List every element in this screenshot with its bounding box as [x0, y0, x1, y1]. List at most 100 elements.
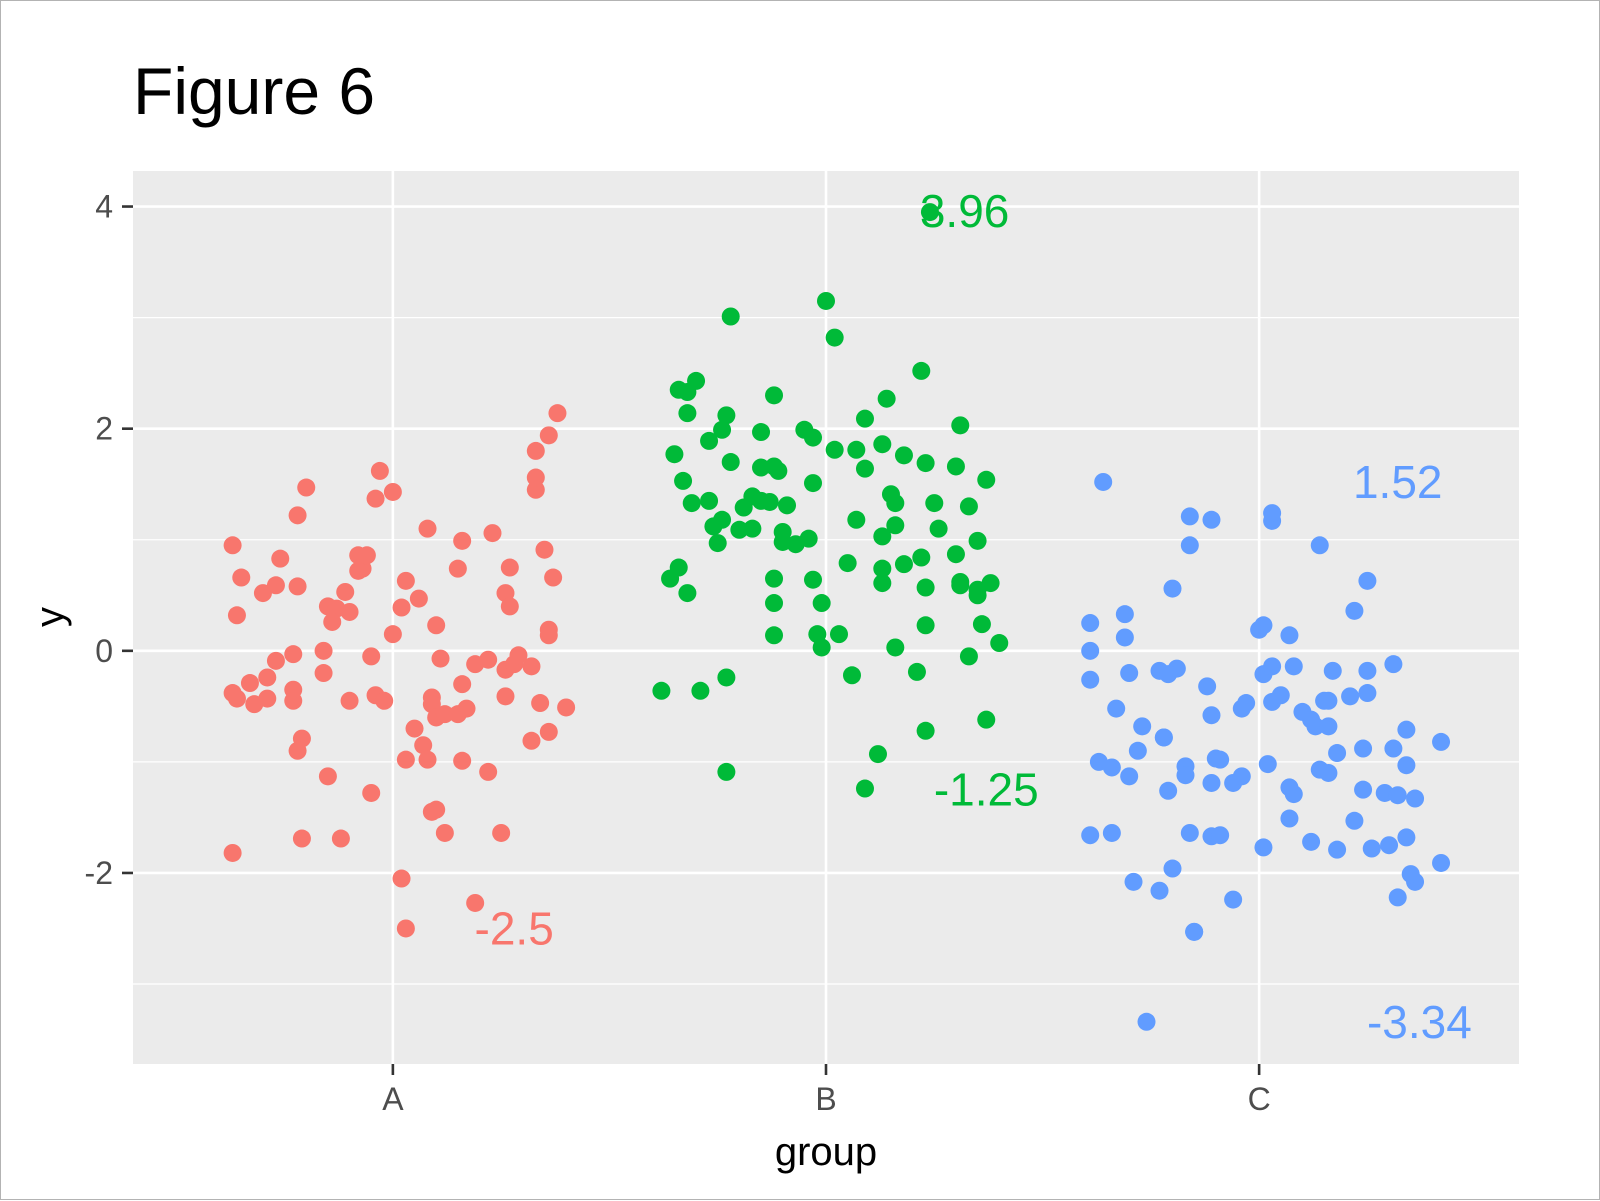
data-point: [331, 829, 350, 848]
chart-title: Figure 6: [133, 54, 375, 128]
data-point: [375, 691, 394, 710]
data-point: [1284, 785, 1303, 804]
data-point: [959, 497, 978, 516]
data-point: [323, 612, 342, 631]
data-point: [557, 698, 576, 717]
data-point: [479, 650, 498, 669]
data-point: [1319, 763, 1338, 782]
data-point: [886, 494, 905, 513]
data-point: [396, 571, 415, 590]
x-tick-label: C: [1248, 1081, 1271, 1117]
data-point: [959, 647, 978, 666]
value-annotation: -3.34: [1367, 996, 1472, 1048]
data-point: [804, 570, 823, 589]
data-point: [825, 328, 844, 347]
data-point: [691, 681, 710, 700]
data-point: [1180, 823, 1199, 842]
data-point: [700, 491, 719, 510]
data-point: [669, 380, 688, 399]
data-point: [886, 516, 905, 535]
data-point: [829, 625, 848, 644]
data-point: [1358, 684, 1377, 703]
data-point: [877, 389, 896, 408]
data-point: [894, 555, 913, 574]
data-point: [873, 574, 892, 593]
data-point: [288, 741, 307, 760]
data-point: [1232, 767, 1251, 786]
data-point: [812, 594, 831, 613]
data-point: [340, 602, 359, 621]
data-point: [1128, 741, 1147, 760]
data-point: [288, 577, 307, 596]
data-point: [951, 572, 970, 591]
data-point: [674, 471, 693, 490]
data-point: [721, 453, 740, 472]
data-point: [227, 606, 246, 625]
data-point: [1354, 780, 1373, 799]
data-point: [370, 461, 389, 480]
data-point: [362, 647, 381, 666]
data-point: [1163, 859, 1182, 878]
y-tick-label: 0: [95, 633, 113, 669]
y-axis: -2 0 2 4: [85, 189, 133, 891]
data-point: [752, 423, 771, 442]
data-point: [1198, 677, 1217, 696]
data-point: [1397, 756, 1416, 775]
data-point: [431, 649, 450, 668]
data-point: [799, 529, 818, 548]
data-point: [448, 559, 467, 578]
data-point: [730, 520, 749, 539]
data-point: [336, 582, 355, 601]
data-point: [1354, 739, 1373, 758]
data-point: [769, 461, 788, 480]
data-point: [804, 474, 823, 493]
data-point: [743, 519, 762, 538]
data-point: [466, 893, 485, 912]
data-point: [539, 620, 558, 639]
data-point: [284, 691, 303, 710]
data-point: [916, 578, 935, 597]
data-point: [1323, 661, 1342, 680]
data-point: [1102, 823, 1121, 842]
data-point: [1120, 767, 1139, 786]
data-point: [1254, 616, 1273, 635]
data-point: [414, 736, 433, 755]
data-point: [1202, 510, 1221, 529]
data-point: [717, 406, 736, 425]
data-point: [1133, 717, 1152, 736]
data-point: [1159, 665, 1178, 684]
data-point: [700, 431, 719, 450]
data-point: [1302, 832, 1321, 851]
data-point: [682, 494, 701, 513]
data-point: [405, 719, 424, 738]
data-point: [678, 404, 697, 423]
data-point: [873, 435, 892, 454]
data-point: [392, 869, 411, 888]
data-point: [1341, 687, 1360, 706]
data-point: [912, 361, 931, 380]
data-point: [1081, 826, 1100, 845]
data-point: [500, 558, 519, 577]
data-point: [713, 510, 732, 529]
data-point: [435, 823, 454, 842]
data-point: [500, 597, 519, 616]
data-point: [916, 721, 935, 740]
data-point: [427, 800, 446, 819]
data-point: [687, 371, 706, 390]
data-point: [708, 534, 727, 553]
data-point: [1280, 626, 1299, 645]
data-point: [396, 919, 415, 938]
data-point: [357, 546, 376, 565]
value-annotation: -1.25: [934, 764, 1039, 816]
data-point: [873, 527, 892, 546]
data-point: [223, 536, 242, 555]
x-tick-label: A: [382, 1081, 404, 1117]
data-point: [760, 492, 779, 511]
data-point: [1159, 781, 1178, 800]
data-point: [717, 668, 736, 687]
data-point: [1180, 507, 1199, 526]
data-point: [968, 531, 987, 550]
data-point: [223, 843, 242, 862]
